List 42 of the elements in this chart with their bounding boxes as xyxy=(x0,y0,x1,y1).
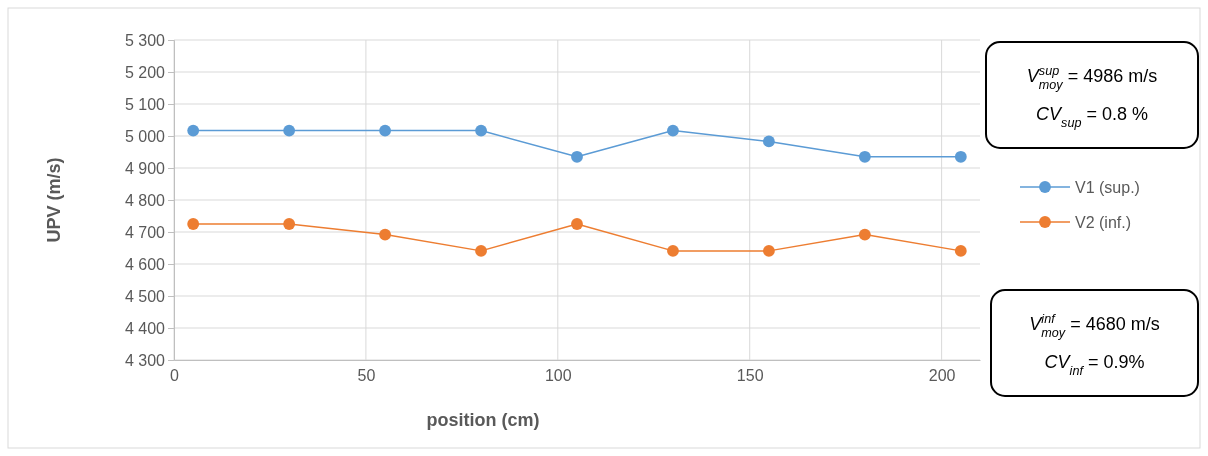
legend-label: V2 (inf.) xyxy=(1075,214,1132,231)
x-tick-label: 150 xyxy=(736,367,764,385)
y-tick-label: 4 500 xyxy=(124,287,166,305)
point xyxy=(858,150,871,163)
point xyxy=(954,150,967,163)
y-tick-label: 4 900 xyxy=(124,159,166,177)
point xyxy=(762,244,775,257)
point xyxy=(954,244,967,257)
y-tick-label: 5 200 xyxy=(124,63,166,81)
text: V$^{sup}$$_{moy}$ = 4986 m/s xyxy=(1026,64,1158,92)
x-axis-title: position (cm) xyxy=(426,410,540,430)
text: V$^{inf}$$_{moy}$ = 4680 m/s xyxy=(1029,312,1160,340)
point xyxy=(475,124,487,137)
point xyxy=(571,218,583,230)
point xyxy=(283,218,296,230)
x-tick-label: 200 xyxy=(928,367,956,385)
text: CV$_{inf}$ = 0.9% xyxy=(1044,352,1145,378)
point xyxy=(667,124,679,137)
point xyxy=(379,228,392,241)
x-tick-label: 50 xyxy=(357,367,376,385)
point xyxy=(762,135,775,148)
point xyxy=(283,124,296,137)
y-tick-label: 5 000 xyxy=(124,127,166,145)
x-tick-label: 100 xyxy=(544,367,572,385)
text: CV$_{sup}$ = 0.8 % xyxy=(1036,104,1148,130)
y-tick-label: 4 700 xyxy=(124,223,166,241)
y-tick-label: 5 100 xyxy=(124,95,166,113)
y-tick-label: 4 600 xyxy=(124,255,166,273)
point xyxy=(379,124,392,137)
x-tick-label: 0 xyxy=(170,367,180,385)
legend-label: V1 (sup.) xyxy=(1075,179,1140,196)
y-tick-label: 5 300 xyxy=(124,31,166,49)
point xyxy=(187,218,200,230)
point xyxy=(667,244,679,257)
y-tick-label: 4 400 xyxy=(124,319,166,337)
point xyxy=(858,228,871,241)
y-axis-title: UPV (m/s) xyxy=(44,157,64,243)
y-tick-label: 4 800 xyxy=(124,191,166,209)
point xyxy=(475,244,487,257)
point xyxy=(571,150,583,163)
y-tick-label: 4 300 xyxy=(124,351,166,369)
point xyxy=(187,124,200,137)
